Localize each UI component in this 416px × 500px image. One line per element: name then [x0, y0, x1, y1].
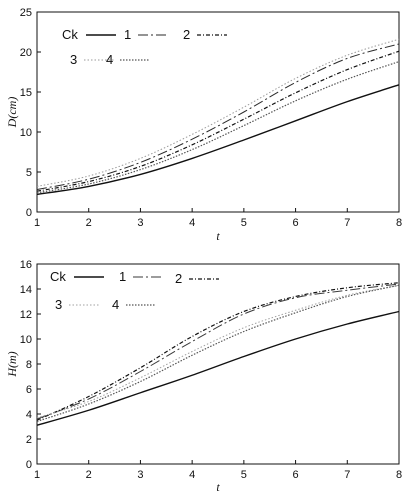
y-tick-label: 16 [20, 259, 32, 271]
legend-entry-4-label: 4 [106, 52, 113, 67]
x-tick-label: 1 [34, 469, 40, 481]
x-tick-label: 4 [189, 469, 195, 481]
series-line-1 [36, 283, 400, 420]
legend: Ck 1 2 3 4 [50, 269, 219, 312]
x-tick-label: 7 [344, 217, 350, 229]
x-tick-label: 6 [293, 217, 299, 229]
y-tick-label: 8 [26, 359, 32, 371]
y-tick-label: 10 [20, 334, 32, 346]
x-tick-label: 8 [396, 469, 402, 481]
series-line-2 [36, 282, 400, 421]
legend-entry-3-label: 3 [70, 52, 77, 67]
plot-frame [36, 263, 400, 465]
series-line-ck [36, 84, 400, 196]
y-tick-label: 20 [20, 47, 32, 59]
legend-entry-2-label: 2 [175, 271, 182, 286]
y-tick-label: 10 [20, 127, 32, 139]
legend-entry-3: 3 [55, 297, 99, 312]
y-tick-label: 6 [26, 384, 32, 396]
plot-frame [36, 11, 400, 213]
legend-entry-2-label: 2 [183, 27, 190, 42]
series-line-2 [36, 50, 400, 192]
series-lines [36, 38, 400, 196]
legend-entry-1: 1 [124, 27, 168, 42]
legend: Ck 1 2 3 4 [62, 27, 227, 67]
x-tick-label: 8 [396, 217, 402, 229]
legend-entry-1: 1 [119, 269, 163, 284]
x-tick-label: 2 [86, 469, 92, 481]
series-line-4 [36, 61, 400, 194]
y-tick-label: 25 [20, 7, 32, 19]
legend-entry-4-label: 4 [112, 297, 119, 312]
legend-entry-4: 4 [106, 52, 150, 67]
series-line-1 [36, 43, 400, 191]
x-tick-label: 4 [189, 217, 195, 229]
x-tick-label: 6 [293, 469, 299, 481]
series-line-4 [36, 284, 400, 423]
y-axis-label: D(cm) [5, 97, 19, 129]
legend-entry-2: 2 [183, 27, 227, 42]
x-tick-label: 1 [34, 217, 40, 229]
series-line-ck [36, 310, 400, 426]
x-tick-label: 7 [344, 469, 350, 481]
legend-entry-2: 2 [175, 271, 219, 286]
y-tick-label: 5 [26, 167, 32, 179]
y-tick-label: 15 [20, 87, 32, 99]
legend-entry-ck: Ck [62, 27, 116, 42]
y-tick-label: 0 [26, 207, 32, 219]
ticks: 1 2 3 4 5 6 7 8 0 5 10 15 20 25 [20, 7, 402, 229]
series-lines [36, 282, 400, 426]
legend-entry-1-label: 1 [119, 269, 126, 284]
x-tick-label: 2 [86, 217, 92, 229]
legend-entry-3: 3 [70, 52, 114, 67]
x-tick-label: 3 [137, 217, 143, 229]
y-axis-label: H(m) [5, 351, 19, 377]
legend-entry-3-label: 3 [55, 297, 62, 312]
legend-entry-ck-label: Ck [50, 269, 66, 284]
y-tick-label: 0 [26, 459, 32, 471]
legend-entry-4: 4 [112, 297, 156, 312]
diameter-chart: D(cm) t 1 2 3 4 5 6 7 8 0 5 10 15 20 25 Ck 1 2 3 4 [5, 7, 402, 243]
x-axis-label: t [216, 480, 220, 494]
y-tick-label: 4 [26, 409, 32, 421]
legend-entry-ck-label: Ck [62, 27, 78, 42]
x-tick-label: 5 [241, 217, 247, 229]
x-axis-label: t [216, 229, 220, 243]
x-tick-label: 3 [137, 469, 143, 481]
y-tick-label: 14 [20, 284, 32, 296]
series-line-3 [36, 284, 400, 419]
x-tick-label: 5 [241, 469, 247, 481]
legend-entry-1-label: 1 [124, 27, 131, 42]
y-tick-label: 2 [26, 434, 32, 446]
series-line-3 [36, 38, 400, 187]
legend-entry-ck: Ck [50, 269, 104, 284]
y-tick-label: 12 [20, 309, 32, 321]
